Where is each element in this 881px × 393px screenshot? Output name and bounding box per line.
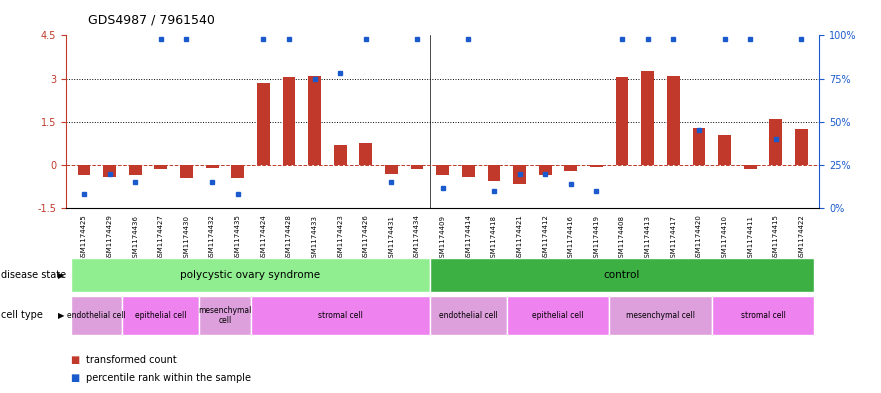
Bar: [718, 135, 731, 165]
Bar: [308, 76, 321, 165]
FancyBboxPatch shape: [71, 258, 430, 292]
Text: ▶: ▶: [58, 311, 64, 320]
FancyBboxPatch shape: [430, 296, 507, 335]
Bar: [385, 165, 398, 174]
Bar: [462, 165, 475, 176]
Bar: [616, 77, 628, 165]
Bar: [205, 165, 218, 168]
FancyBboxPatch shape: [610, 296, 712, 335]
Bar: [513, 165, 526, 184]
Text: endothelial cell: endothelial cell: [68, 311, 126, 320]
FancyBboxPatch shape: [712, 296, 814, 335]
Text: ■: ■: [70, 354, 79, 365]
Bar: [641, 72, 654, 165]
Bar: [795, 129, 808, 165]
Bar: [411, 165, 424, 169]
Bar: [565, 165, 577, 171]
Bar: [154, 165, 167, 169]
Text: endothelial cell: endothelial cell: [439, 311, 498, 320]
Bar: [129, 165, 142, 175]
Text: stromal cell: stromal cell: [318, 311, 363, 320]
Bar: [78, 165, 91, 175]
Text: epithelial cell: epithelial cell: [532, 311, 584, 320]
Text: transformed count: transformed count: [86, 354, 177, 365]
Bar: [769, 119, 782, 165]
Text: control: control: [603, 270, 640, 280]
Text: mesenchymal cell: mesenchymal cell: [626, 311, 695, 320]
Text: ▶: ▶: [58, 271, 64, 279]
Text: polycystic ovary syndrome: polycystic ovary syndrome: [181, 270, 321, 280]
FancyBboxPatch shape: [199, 296, 250, 335]
Bar: [180, 165, 193, 178]
Bar: [334, 145, 346, 165]
Bar: [744, 165, 757, 169]
Bar: [232, 165, 244, 178]
Bar: [283, 77, 295, 165]
FancyBboxPatch shape: [250, 296, 430, 335]
Text: disease state: disease state: [1, 270, 66, 280]
Bar: [436, 165, 449, 175]
Bar: [692, 128, 706, 165]
Bar: [667, 76, 680, 165]
FancyBboxPatch shape: [507, 296, 610, 335]
Bar: [539, 165, 552, 175]
Text: ■: ■: [70, 373, 79, 383]
Bar: [103, 165, 116, 176]
Text: stromal cell: stromal cell: [741, 311, 785, 320]
Bar: [257, 83, 270, 165]
Text: epithelial cell: epithelial cell: [135, 311, 187, 320]
Text: percentile rank within the sample: percentile rank within the sample: [86, 373, 251, 383]
FancyBboxPatch shape: [430, 258, 814, 292]
FancyBboxPatch shape: [71, 296, 122, 335]
Bar: [590, 165, 603, 167]
Bar: [487, 165, 500, 181]
Text: mesenchymal
cell: mesenchymal cell: [198, 306, 252, 325]
Text: cell type: cell type: [1, 310, 43, 320]
Bar: [359, 143, 373, 165]
Text: GDS4987 / 7961540: GDS4987 / 7961540: [88, 14, 215, 27]
FancyBboxPatch shape: [122, 296, 199, 335]
